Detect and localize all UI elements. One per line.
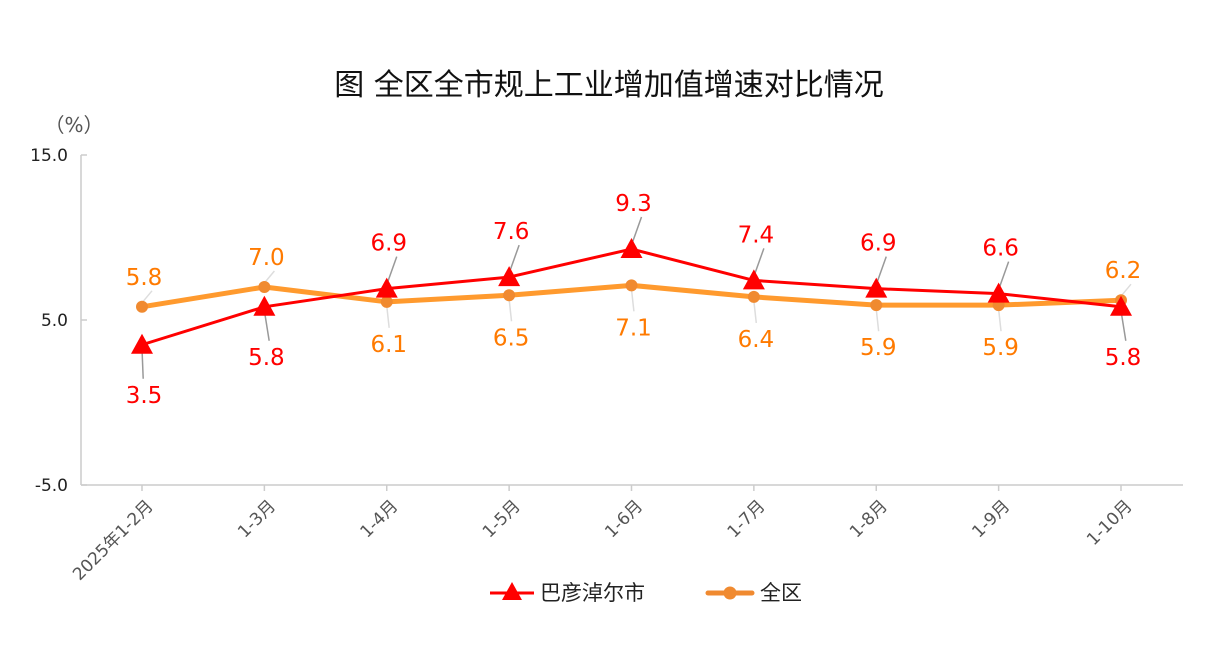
legend-label-region[interactable]: 全区 [760,581,802,605]
data-point-triangle [620,238,643,259]
y-tick-label: 15.0 [30,146,68,166]
series-group [131,238,1132,354]
data-point-triangle [987,282,1010,303]
x-tick-label: 2025年1-2月 [69,496,157,584]
leader-line [508,299,513,322]
data-point-circle [258,281,271,293]
leader-line [386,305,390,328]
data-labels: 5.8 7.0 6.1 6.5 7.1 6.4 5.9 5.9 6.2 3.5 5.8 6.9 7.6 9… [126,191,1142,409]
x-tick-label: 1-9月 [968,496,1014,542]
data-point-triangle [253,295,276,316]
data-label: 5.8 [126,265,163,291]
circle-icon [723,586,737,600]
legend-label-bayannur[interactable]: 巴彦淖尔市 [540,581,645,605]
leader-line [1120,283,1132,297]
data-label: 6.6 [982,236,1019,262]
data-label: 5.8 [1105,345,1142,371]
data-label: 5.9 [860,335,897,361]
data-label: 3.5 [126,383,163,409]
leader-lines [141,216,1132,379]
data-point-circle [136,300,148,313]
data-label: 6.2 [1105,258,1142,284]
data-label: 9.3 [615,191,652,217]
leader-line [997,261,1010,290]
x-tick-label: 1-10月 [1083,496,1136,549]
data-label: 6.1 [370,332,407,358]
data-label: 7.6 [493,219,530,245]
x-tick-label: 1-6月 [601,496,647,542]
data-point-triangle [131,333,153,354]
data-label: 5.8 [248,345,285,371]
leader-line [753,300,758,323]
leader-line [141,290,153,304]
legend[interactable]: 巴彦淖尔市 全区 [490,581,802,605]
leader-line [875,309,880,332]
data-label: 6.9 [860,231,897,257]
data-label: 6.4 [738,327,775,353]
triangle-icon [502,582,522,600]
data-point-triangle [1110,295,1132,316]
y-axis-unit: （%） [44,113,103,137]
data-point-triangle [498,266,521,287]
leader-line [630,216,643,246]
data-label: 7.1 [615,315,652,341]
y-tick-label: 5.0 [41,311,68,331]
leader-line [875,256,887,285]
data-point-triangle [865,277,888,298]
leader-line [263,270,275,284]
data-label: 5.9 [982,335,1019,361]
leader-line [508,244,520,274]
chart-title: 图 全区全市规上工业增加值增速对比情况 [334,68,884,103]
y-tick-label: -5.0 [35,476,68,496]
data-label: 6.5 [493,325,530,351]
data-label: 7.4 [738,222,775,248]
data-point-circle [503,289,516,302]
leader-line [630,289,635,312]
data-label: 6.9 [370,231,407,257]
x-tick-label: 1-7月 [724,496,770,542]
data-point-circle [870,299,883,312]
leader-line [997,309,1002,332]
leader-line [386,256,398,285]
data-point-circle [380,295,393,308]
x-tick-label: 1-5月 [479,496,525,542]
data-point-triangle [375,277,398,298]
x-tick-label: 1-4月 [356,496,402,542]
x-tick-label: 1-8月 [846,496,892,542]
data-point-triangle [742,269,765,290]
leader-line [753,248,765,277]
data-point-circle [747,290,760,303]
x-tick-label: 1-3月 [234,496,280,542]
data-point-circle [625,279,638,292]
data-label: 7.0 [248,245,285,271]
